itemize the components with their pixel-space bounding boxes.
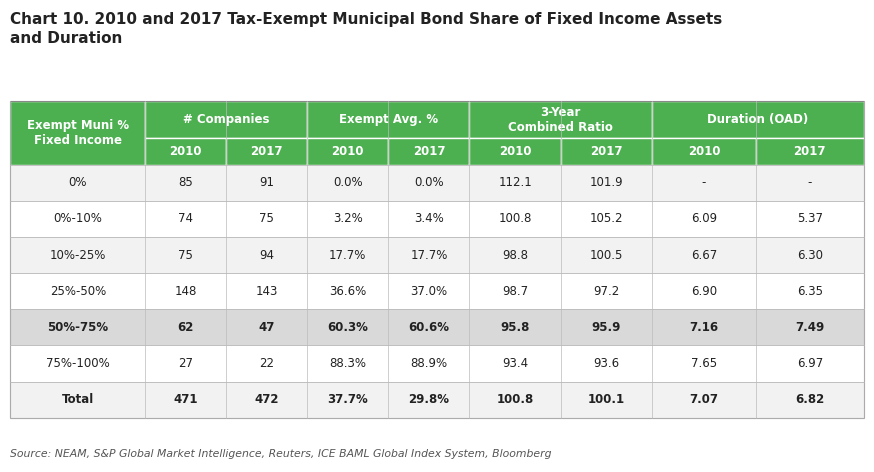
Text: Exempt Muni %
Fixed Income: Exempt Muni % Fixed Income — [27, 119, 129, 147]
Text: 3.4%: 3.4% — [414, 212, 444, 226]
Text: 60.6%: 60.6% — [408, 321, 449, 334]
Text: 88.3%: 88.3% — [329, 357, 366, 370]
Text: -: - — [808, 177, 812, 189]
Text: 2010: 2010 — [331, 145, 364, 158]
Text: 88.9%: 88.9% — [410, 357, 447, 370]
Text: 85: 85 — [178, 177, 193, 189]
Text: Exempt Avg. %: Exempt Avg. % — [339, 113, 438, 126]
Text: 7.07: 7.07 — [690, 393, 718, 406]
Text: 3-Year
Combined Ratio: 3-Year Combined Ratio — [509, 106, 614, 134]
Text: 0.0%: 0.0% — [414, 177, 444, 189]
Text: 2017: 2017 — [251, 145, 283, 158]
Text: 148: 148 — [175, 285, 197, 298]
Text: Total: Total — [62, 393, 94, 406]
Text: 98.7: 98.7 — [502, 285, 528, 298]
Text: 75: 75 — [260, 212, 274, 226]
Text: 6.09: 6.09 — [691, 212, 717, 226]
Text: 6.30: 6.30 — [797, 249, 822, 261]
Text: 47: 47 — [259, 321, 275, 334]
Text: 29.8%: 29.8% — [408, 393, 449, 406]
Text: 2010: 2010 — [170, 145, 202, 158]
Text: 75: 75 — [178, 249, 193, 261]
Text: 6.97: 6.97 — [796, 357, 823, 370]
Text: 2010: 2010 — [688, 145, 720, 158]
Text: 17.7%: 17.7% — [410, 249, 447, 261]
Text: 95.9: 95.9 — [592, 321, 621, 334]
Text: 37.0%: 37.0% — [410, 285, 447, 298]
Text: Duration (OAD): Duration (OAD) — [707, 113, 808, 126]
Text: 472: 472 — [254, 393, 279, 406]
Text: 100.8: 100.8 — [496, 393, 534, 406]
Text: 2017: 2017 — [590, 145, 622, 158]
Text: 17.7%: 17.7% — [329, 249, 366, 261]
Text: 62: 62 — [177, 321, 194, 334]
Text: 95.8: 95.8 — [500, 321, 530, 334]
Text: 7.49: 7.49 — [795, 321, 824, 334]
Text: 2017: 2017 — [413, 145, 445, 158]
Text: 10%-25%: 10%-25% — [50, 249, 106, 261]
Text: 0.0%: 0.0% — [333, 177, 363, 189]
Text: 0%: 0% — [69, 177, 87, 189]
Text: 143: 143 — [255, 285, 278, 298]
Text: 2010: 2010 — [499, 145, 531, 158]
Text: -: - — [702, 177, 706, 189]
Text: 37.7%: 37.7% — [328, 393, 368, 406]
Text: 97.2: 97.2 — [593, 285, 620, 298]
Text: 22: 22 — [260, 357, 274, 370]
Text: 36.6%: 36.6% — [329, 285, 366, 298]
Text: Source: NEAM, S&P Global Market Intelligence, Reuters, ICE BAML Global Index Sys: Source: NEAM, S&P Global Market Intellig… — [10, 449, 552, 459]
Text: 74: 74 — [178, 212, 193, 226]
Text: 93.4: 93.4 — [502, 357, 528, 370]
Text: 100.5: 100.5 — [590, 249, 623, 261]
Text: 0%-10%: 0%-10% — [53, 212, 102, 226]
Text: 100.8: 100.8 — [498, 212, 531, 226]
Text: 27: 27 — [178, 357, 193, 370]
Text: 7.16: 7.16 — [690, 321, 718, 334]
Text: 471: 471 — [174, 393, 198, 406]
Text: 93.6: 93.6 — [593, 357, 620, 370]
Text: 105.2: 105.2 — [590, 212, 623, 226]
Text: 98.8: 98.8 — [502, 249, 528, 261]
Text: 91: 91 — [260, 177, 274, 189]
Text: 101.9: 101.9 — [589, 177, 623, 189]
Text: 75%-100%: 75%-100% — [46, 357, 110, 370]
Text: 2017: 2017 — [794, 145, 826, 158]
Text: 100.1: 100.1 — [587, 393, 625, 406]
Text: 112.1: 112.1 — [498, 177, 532, 189]
Text: 5.37: 5.37 — [797, 212, 822, 226]
Text: 3.2%: 3.2% — [333, 212, 363, 226]
Text: 94: 94 — [260, 249, 274, 261]
Text: 6.35: 6.35 — [797, 285, 822, 298]
Text: 50%-75%: 50%-75% — [47, 321, 108, 334]
Text: 25%-50%: 25%-50% — [50, 285, 106, 298]
Text: # Companies: # Companies — [183, 113, 269, 126]
Text: 6.90: 6.90 — [691, 285, 717, 298]
Text: 6.82: 6.82 — [795, 393, 824, 406]
Text: Chart 10. 2010 and 2017 Tax-Exempt Municipal Bond Share of Fixed Income Assets
a: Chart 10. 2010 and 2017 Tax-Exempt Munic… — [10, 12, 723, 46]
Text: 6.67: 6.67 — [690, 249, 718, 261]
Text: 7.65: 7.65 — [691, 357, 717, 370]
Text: 60.3%: 60.3% — [328, 321, 368, 334]
